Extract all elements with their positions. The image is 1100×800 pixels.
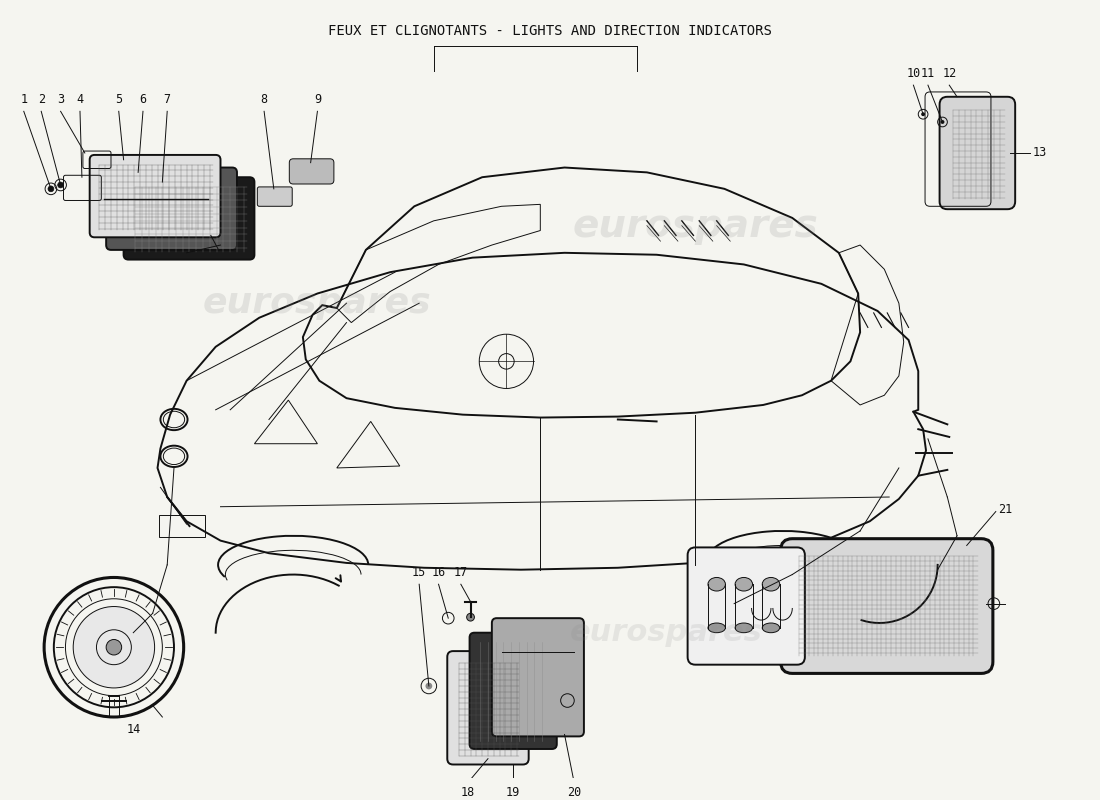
FancyBboxPatch shape <box>688 547 805 665</box>
FancyBboxPatch shape <box>289 159 334 184</box>
FancyBboxPatch shape <box>123 178 254 259</box>
Circle shape <box>426 682 432 690</box>
FancyBboxPatch shape <box>470 633 557 749</box>
Ellipse shape <box>708 578 725 591</box>
Text: 18: 18 <box>461 786 475 799</box>
Ellipse shape <box>762 578 780 591</box>
Text: eurospares: eurospares <box>572 206 818 245</box>
Text: 10: 10 <box>906 67 921 80</box>
Text: 15: 15 <box>412 566 427 579</box>
Text: 4: 4 <box>76 94 84 106</box>
Circle shape <box>48 186 54 192</box>
Circle shape <box>106 639 122 655</box>
Text: 8: 8 <box>261 94 267 106</box>
Circle shape <box>940 120 945 124</box>
Text: eurospares: eurospares <box>204 286 431 320</box>
FancyBboxPatch shape <box>492 618 584 736</box>
Ellipse shape <box>762 623 780 633</box>
Text: 12: 12 <box>942 67 956 80</box>
Circle shape <box>74 606 155 688</box>
Text: 3: 3 <box>57 94 64 106</box>
Circle shape <box>57 182 64 188</box>
Text: 17: 17 <box>453 566 468 579</box>
FancyBboxPatch shape <box>781 538 993 674</box>
Ellipse shape <box>735 623 752 633</box>
Text: FEUX ET CLIGNOTANTS - LIGHTS AND DIRECTION INDICATORS: FEUX ET CLIGNOTANTS - LIGHTS AND DIRECTI… <box>328 24 772 38</box>
FancyBboxPatch shape <box>90 155 220 238</box>
Ellipse shape <box>708 623 725 633</box>
Text: 20: 20 <box>568 786 582 799</box>
Ellipse shape <box>735 578 752 591</box>
FancyBboxPatch shape <box>448 651 529 765</box>
Circle shape <box>466 614 474 621</box>
Circle shape <box>921 112 925 116</box>
Text: 5: 5 <box>116 94 122 106</box>
Text: 13: 13 <box>1033 146 1047 159</box>
Text: 1: 1 <box>20 94 28 106</box>
FancyBboxPatch shape <box>106 167 236 250</box>
Text: 7: 7 <box>164 94 170 106</box>
Text: 19: 19 <box>506 786 520 799</box>
FancyBboxPatch shape <box>939 97 1015 209</box>
Text: 6: 6 <box>140 94 146 106</box>
Text: eurospares: eurospares <box>570 618 762 647</box>
Text: 9: 9 <box>314 94 321 106</box>
Text: 11: 11 <box>921 67 935 80</box>
FancyBboxPatch shape <box>257 187 293 206</box>
Text: 16: 16 <box>431 566 446 579</box>
Text: 14: 14 <box>126 723 141 736</box>
Text: 2: 2 <box>37 94 45 106</box>
Text: 21: 21 <box>998 503 1012 516</box>
